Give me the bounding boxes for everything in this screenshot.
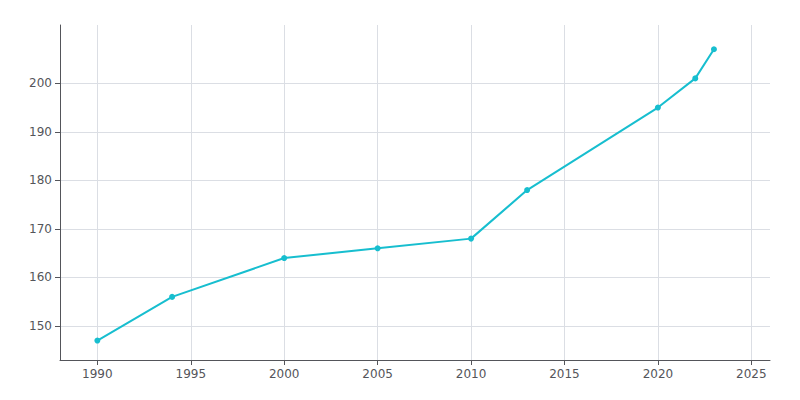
- svg-text:170: 170: [29, 222, 52, 236]
- svg-text:190: 190: [29, 125, 52, 139]
- svg-text:1990: 1990: [82, 367, 113, 381]
- svg-text:2010: 2010: [456, 367, 487, 381]
- svg-text:2025: 2025: [736, 367, 767, 381]
- svg-text:150: 150: [29, 319, 52, 333]
- svg-text:160: 160: [29, 270, 52, 284]
- svg-text:1995: 1995: [176, 367, 207, 381]
- svg-text:2005: 2005: [362, 367, 393, 381]
- svg-text:2020: 2020: [643, 367, 674, 381]
- svg-text:2000: 2000: [269, 367, 300, 381]
- svg-text:200: 200: [29, 76, 52, 90]
- svg-text:2015: 2015: [549, 367, 580, 381]
- svg-text:180: 180: [29, 173, 52, 187]
